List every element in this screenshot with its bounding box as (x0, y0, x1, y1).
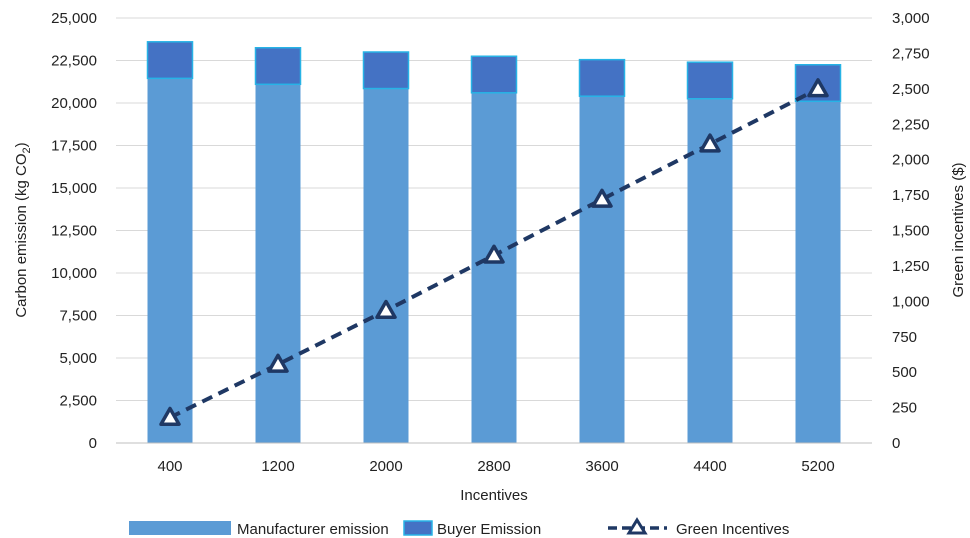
right-tick-label: 750 (892, 329, 917, 346)
left-axis-title: Carbon emission (kg CO2) (13, 142, 33, 317)
legend-marker-triangle (626, 517, 648, 535)
green-incentives-point (699, 133, 721, 153)
line-series (159, 78, 829, 426)
left-tick-label: 22,500 (51, 53, 97, 70)
legend-swatch-buyer (403, 520, 433, 536)
green-incentives-point (159, 406, 181, 426)
x-axis-title: Incentives (460, 487, 528, 504)
legend: Manufacturer emission Buyer Emission Gre… (129, 517, 789, 538)
x-axis-ticks: 400 1200 2000 2800 3600 4400 5200 (157, 458, 834, 475)
left-tick-label: 17,500 (51, 138, 97, 155)
left-axis-title-close: ) (13, 142, 30, 147)
bar-manufacturer-emission (363, 88, 409, 444)
right-tick-label: 500 (892, 364, 917, 381)
right-tick-label: 1,750 (892, 187, 930, 204)
x-tick-label: 400 (157, 458, 182, 475)
bar-buyer-emission (254, 47, 302, 86)
bar-buyer-emission (470, 55, 518, 94)
bar-manufacturer-emission (579, 96, 625, 443)
bar-buyer-emission (686, 61, 734, 100)
left-tick-label: 0 (89, 435, 97, 452)
bar-buyer-emission (578, 58, 626, 97)
right-tick-label: 0 (892, 435, 900, 452)
right-tick-label: 2,250 (892, 116, 930, 133)
left-tick-label: 7,500 (59, 308, 97, 325)
right-tick-label: 3,000 (892, 10, 930, 27)
right-tick-label: 250 (892, 400, 917, 417)
green-incentives-point (591, 188, 613, 208)
bar-manufacturer-emission (795, 101, 841, 444)
green-incentives-point (375, 299, 397, 320)
legend-label-manufacturer: Manufacturer emission (237, 521, 389, 538)
right-tick-label: 2,500 (892, 81, 930, 98)
x-tick-label: 4400 (693, 458, 726, 475)
right-tick-label: 2,750 (892, 45, 930, 62)
bars (146, 41, 842, 444)
bar-manufacturer-emission (147, 78, 193, 443)
left-tick-label: 15,000 (51, 180, 97, 197)
x-tick-label: 1200 (261, 458, 294, 475)
legend-swatch-manufacturer (129, 521, 231, 535)
left-tick-label: 5,000 (59, 350, 97, 367)
x-tick-label: 2000 (369, 458, 402, 475)
right-tick-label: 1,500 (892, 223, 930, 240)
x-tick-label: 2800 (477, 458, 510, 475)
legend-label-buyer: Buyer Emission (437, 521, 541, 538)
legend-label-green-incentives: Green Incentives (676, 521, 789, 538)
left-tick-label: 25,000 (51, 10, 97, 27)
bar-manufacturer-emission (687, 98, 733, 443)
green-incentives-point (267, 353, 289, 373)
bar-manufacturer-emission (255, 84, 301, 444)
left-tick-label: 2,500 (59, 393, 97, 410)
green-incentives-point (807, 78, 829, 98)
bar-buyer-emission (362, 51, 410, 90)
left-tick-label: 20,000 (51, 95, 97, 112)
left-axis-title-subscript: 2 (21, 147, 33, 153)
green-incentives-point (483, 244, 505, 264)
right-axis-title: Green incentives ($) (950, 162, 967, 297)
left-tick-label: 12,500 (51, 223, 97, 240)
left-tick-label: 10,000 (51, 265, 97, 282)
bar-buyer-emission (146, 41, 194, 80)
x-tick-label: 5200 (801, 458, 834, 475)
right-tick-label: 1,250 (892, 258, 930, 275)
right-tick-label: 1,000 (892, 293, 930, 310)
x-tick-label: 3600 (585, 458, 618, 475)
left-axis-ticks: 0 2,500 5,000 7,500 10,000 12,500 15,000 17,500… (51, 10, 97, 452)
right-tick-label: 2,000 (892, 152, 930, 169)
left-axis-title-main: Carbon emission (kg CO (13, 153, 30, 317)
right-axis-ticks: 0 250 500 750 1,000 1,250 1,500 1,750 2,000 2,250… (892, 10, 930, 452)
bar-manufacturer-emission (471, 92, 517, 444)
